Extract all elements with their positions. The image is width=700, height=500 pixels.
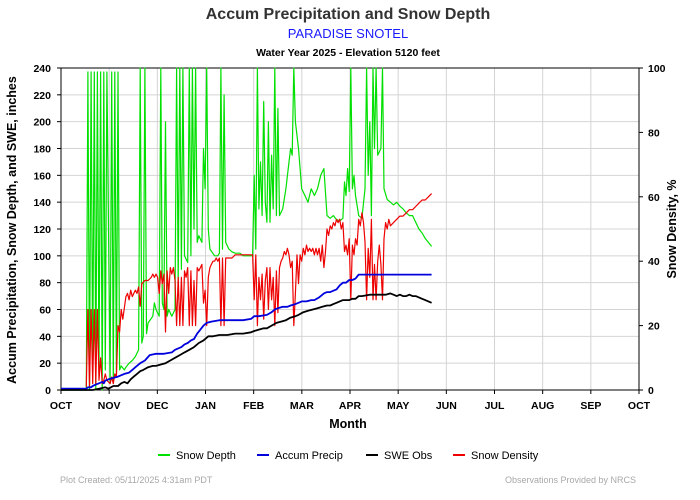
footer-observations: Observations Provided by NRCS: [505, 475, 636, 485]
y-tick-label: 20: [39, 358, 51, 370]
legend-label: Accum Precip: [275, 450, 343, 462]
legend-item-snow-depth: Snow Depth: [158, 450, 236, 462]
y-tick-label: 60: [39, 305, 51, 317]
y2-axis-ticks: 0 20 40 60 80 100: [639, 63, 666, 397]
y2-axis-label: Snow Density, %: [665, 179, 679, 278]
series-layer: [61, 67, 433, 391]
y2-tick-label: 40: [648, 256, 660, 268]
legend-item-accum-precip: Accum Precip: [257, 450, 343, 462]
legend-label: Snow Depth: [176, 450, 236, 462]
legend-label: Snow Density: [471, 450, 539, 462]
x-tick-label: APR: [339, 400, 362, 412]
y-tick-label: 120: [33, 224, 51, 236]
legend-item-swe-obs: SWE Obs: [366, 450, 433, 462]
x-tick-label: DEC: [146, 400, 169, 412]
y-tick-label: 100: [33, 251, 51, 263]
chart-title: Accum Precipitation and Snow Depth: [206, 6, 490, 23]
y2-tick-label: 20: [648, 321, 660, 333]
series-line-snow-density: [85, 193, 433, 388]
y2-tick-label: 100: [648, 63, 666, 75]
y-tick-label: 220: [33, 90, 51, 102]
y-axis-ticks: 0 20 40 60 80 100 120 140 160 180 200 220 240: [33, 63, 61, 397]
x-tick-label: SEP: [580, 400, 601, 412]
x-tick-label: OCT: [628, 400, 651, 412]
legend-item-snow-density: Snow Density: [453, 450, 539, 462]
y-tick-label: 140: [33, 197, 51, 209]
chart-subtitle-2: Water Year 2025 - Elevation 5120 feet: [256, 47, 440, 59]
y-tick-label: 40: [39, 331, 51, 343]
series-line-swe-obs: [61, 292, 432, 391]
y-tick-label: 240: [33, 63, 51, 75]
y2-tick-label: 0: [648, 385, 654, 397]
y-tick-label: 200: [33, 117, 51, 129]
x-tick-label: MAR: [290, 400, 314, 412]
x-tick-label: MAY: [387, 400, 409, 412]
x-tick-label: NOV: [98, 400, 121, 412]
x-tick-label: JUL: [485, 400, 505, 412]
legend: Snow Depth Accum Precip SWE Obs Snow Densit…: [158, 450, 539, 462]
legend-label: SWE Obs: [384, 450, 433, 462]
x-tick-label: FEB: [243, 400, 264, 412]
x-axis-ticks: OCT NOV DEC JAN FEB MAR APR MAY JUN JUL AUG SEP OCT: [50, 390, 651, 412]
series-line-accum-precip: [61, 273, 432, 390]
footer-plot-created: Plot Created: 05/11/2025 4:31am PDT: [60, 475, 213, 485]
y2-tick-label: 60: [648, 192, 660, 204]
x-tick-label: JUN: [436, 400, 457, 412]
y-tick-label: 180: [33, 144, 51, 156]
y-tick-label: 80: [39, 278, 51, 290]
x-tick-label: AUG: [531, 400, 554, 412]
y-tick-label: 0: [45, 385, 51, 397]
y-axis-label: Accum Precipitation, Snow Depth, and SWE…: [5, 76, 19, 384]
x-tick-label: JAN: [195, 400, 216, 412]
x-axis-label: Month: [329, 417, 366, 431]
y-tick-label: 160: [33, 170, 51, 182]
chart-subtitle: PARADISE SNOTEL: [288, 26, 408, 41]
series-line-snow-depth: [61, 67, 433, 391]
y2-tick-label: 80: [648, 127, 660, 139]
x-tick-label: OCT: [50, 400, 73, 412]
